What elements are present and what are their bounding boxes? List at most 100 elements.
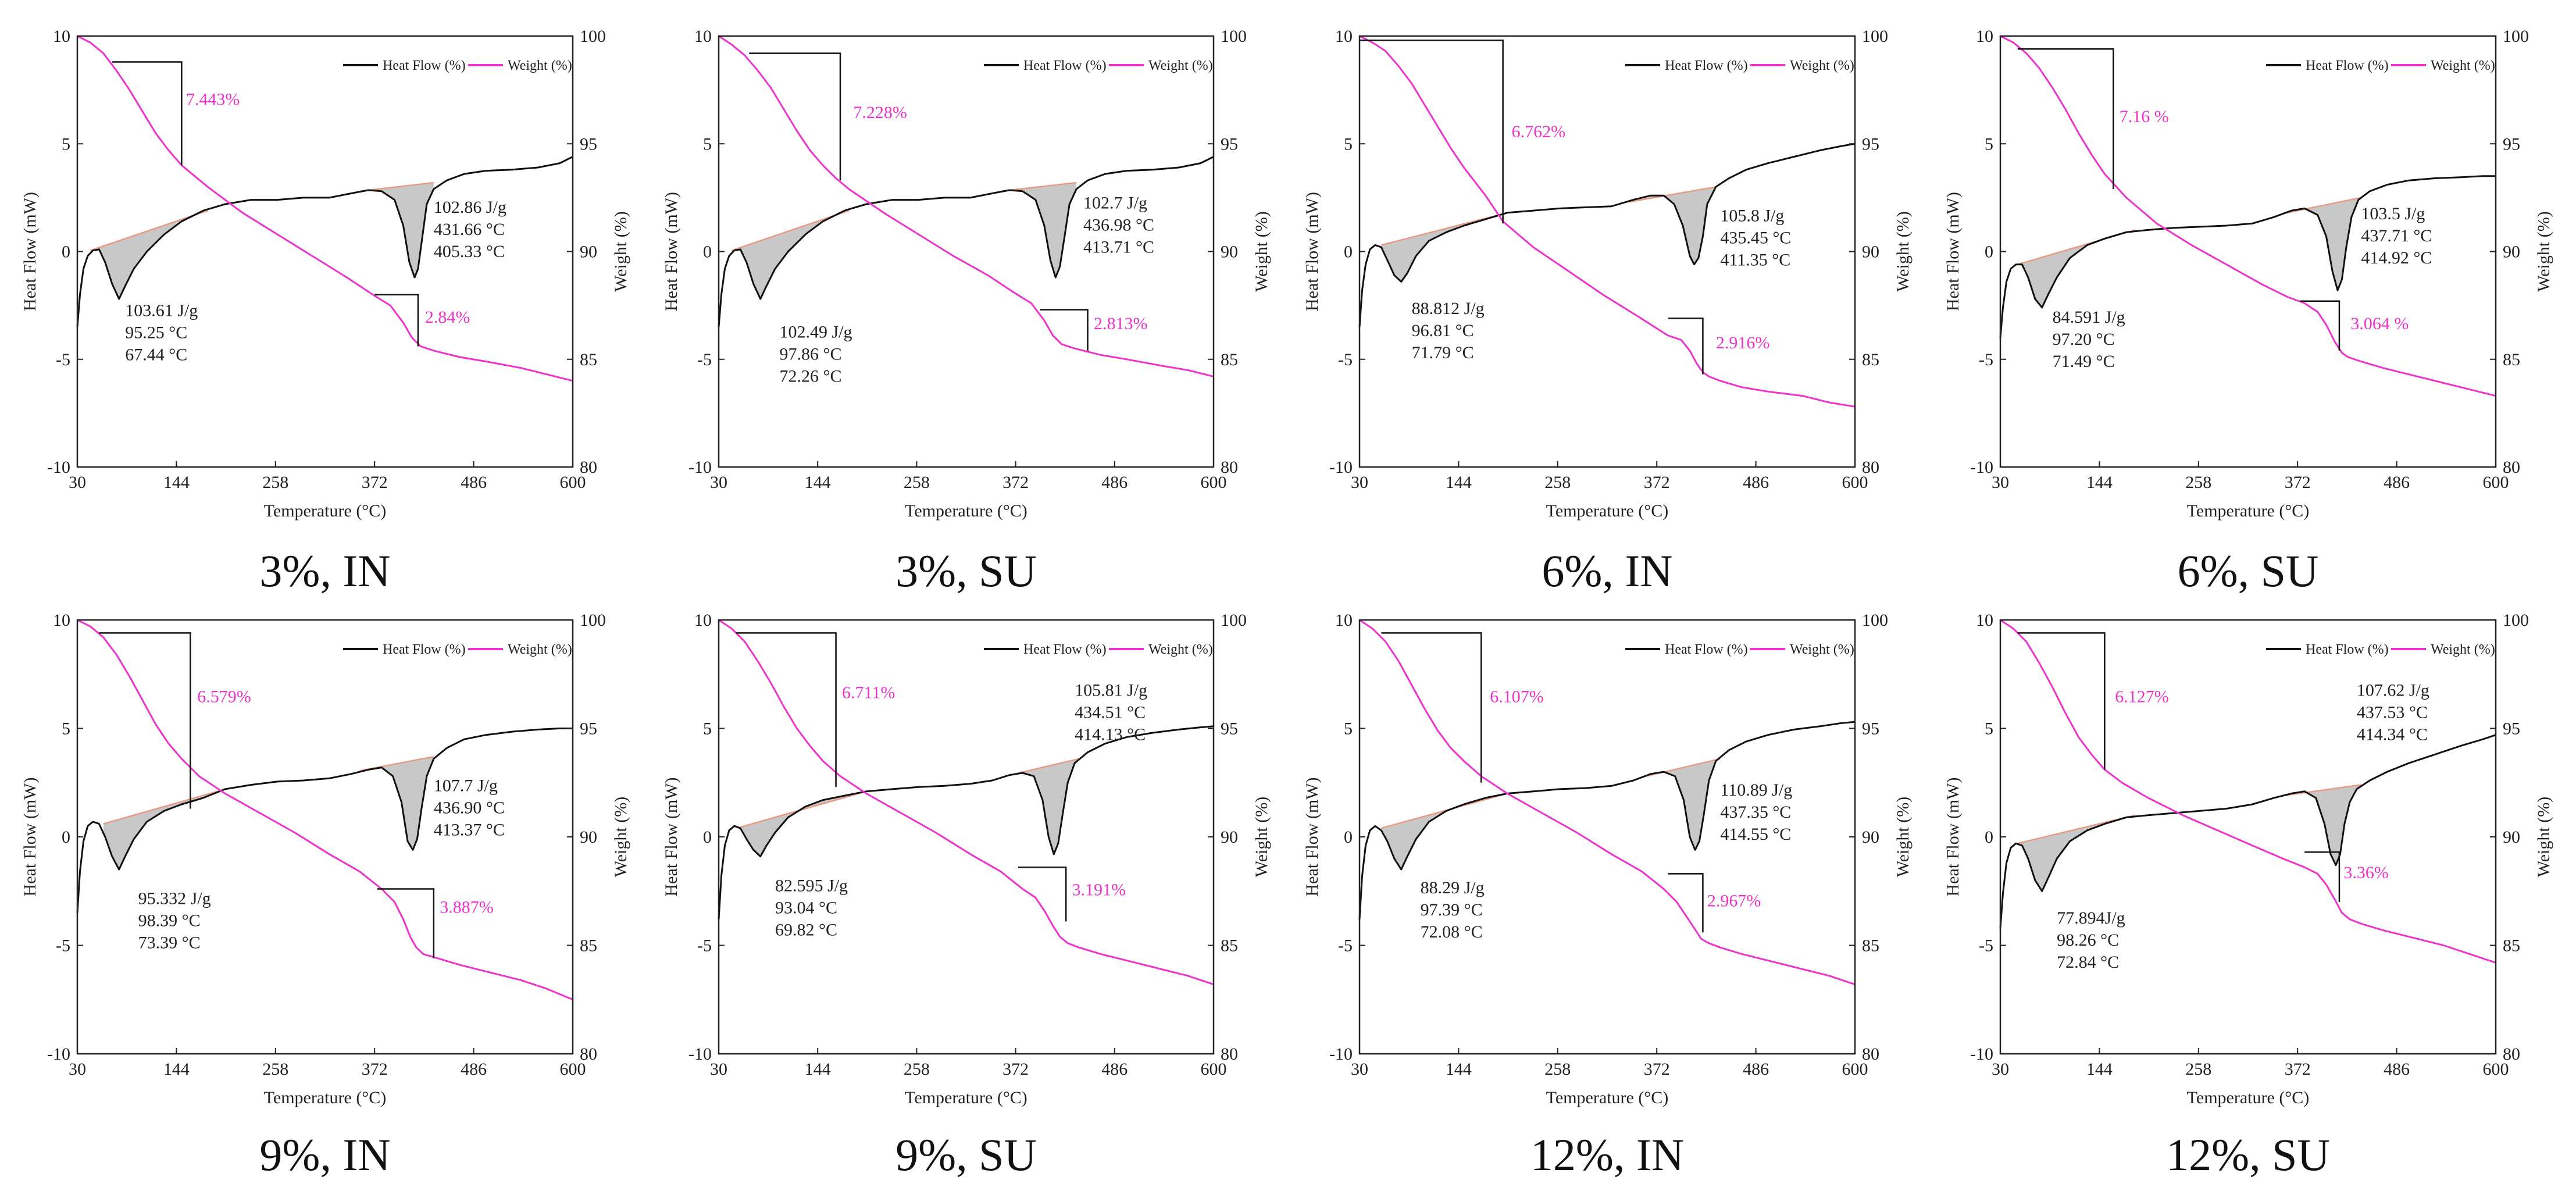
y-tick-label: 0 (1985, 828, 1993, 847)
decomposition-peak-annotation: 413.37 °C (434, 821, 505, 840)
evaporation-peak-annotation: 97.39 °C (1421, 900, 1483, 919)
decomposition-peak-annotation: 110.89 J/g (1720, 780, 1792, 800)
y2-tick-label: 95 (1862, 719, 1879, 739)
chart-panel: 6.762% 2.916% 30 144 258 372 486 600 -10 -5 0 5 10 80… (1303, 27, 1913, 596)
mass-loss-step-bracket (112, 61, 183, 166)
mass-loss-label: 7.443% (186, 90, 240, 109)
mass-loss-label: 2.916% (1716, 333, 1770, 352)
x-tick-label: 486 (1101, 473, 1128, 492)
y2-tick-label: 85 (1221, 936, 1238, 956)
y-tick-label: 10 (53, 27, 70, 46)
evaporation-peak-annotation: 88.812 J/g (1412, 299, 1485, 318)
weight-series-line (1359, 35, 1856, 408)
heat-flow-series-line (1999, 175, 2496, 338)
y2-tick-label: 90 (2503, 243, 2520, 262)
heat-flow-series-line (1358, 142, 1856, 327)
decomposition-peak-annotation: 103.5 J/g (2361, 204, 2425, 223)
y-tick-label: 5 (703, 719, 712, 739)
x-axis-label: Temperature (°C) (2187, 501, 2310, 521)
y2-tick-label: 80 (1862, 458, 1879, 477)
x-tick-label: 600 (560, 1060, 586, 1079)
y2-tick-label: 95 (1862, 134, 1879, 154)
y2-axis-label: Weight (%) (611, 797, 630, 877)
decomposition-peak-annotation: 414.34 °C (2357, 725, 2428, 744)
y2-tick-label: 80 (1221, 458, 1238, 477)
y2-tick-label: 80 (1862, 1045, 1879, 1064)
evaporation-peak-annotation: 97.20 °C (2053, 330, 2115, 349)
legend-label-heat: Heat Flow (%) (1023, 58, 1107, 73)
y2-tick-label: 100 (580, 611, 606, 630)
evaporation-peak-annotation: 82.595 J/g (775, 876, 848, 895)
mass-loss-step-bracket (2017, 632, 2106, 770)
y2-tick-label: 95 (1221, 134, 1238, 154)
decomposition-peak-annotation: 405.33 °C (434, 242, 505, 261)
mass-loss-step-bracket (1668, 873, 1704, 933)
mass-loss-label: 3.064 % (2350, 314, 2409, 333)
x-tick-label: 372 (2285, 1060, 2311, 1079)
y2-tick-label: 90 (580, 828, 597, 847)
mass-loss-label: 3.887% (440, 898, 494, 917)
mass-loss-label: 6.579% (197, 687, 251, 707)
y-axis-label: Heat Flow (mW) (20, 778, 40, 897)
evaporation-peak-annotation: 72.84 °C (2057, 953, 2119, 972)
y-tick-label: 10 (1976, 611, 1993, 630)
mass-loss-step-bracket (99, 632, 191, 809)
chart-panel: 6.107% 2.967% 30 144 258 372 486 600 -10 -5 0 5 10 80… (1303, 611, 1913, 1180)
legend-label-weight: Weight (%) (1148, 58, 1213, 73)
y2-tick-label: 80 (580, 458, 597, 477)
y2-tick-label: 85 (580, 936, 597, 956)
y2-axis-label: Weight (%) (1252, 211, 1271, 291)
x-axis-label: Temperature (°C) (264, 501, 387, 521)
x-tick-label: 144 (163, 473, 190, 492)
mass-loss-step-bracket (1040, 309, 1089, 351)
x-tick-label: 144 (163, 1060, 190, 1079)
mass-loss-step-bracket (2300, 300, 2340, 351)
mass-loss-label: 6.762% (1512, 122, 1566, 141)
peak-shaded-area (1629, 187, 1716, 265)
x-tick-label: 486 (461, 473, 487, 492)
y-tick-label: -10 (1329, 1045, 1353, 1064)
decomposition-peak-annotation: 107.7 J/g (434, 776, 498, 796)
y-tick-label: 0 (62, 828, 70, 847)
mass-loss-label: 6.107% (1490, 687, 1544, 707)
x-axis-label: Temperature (°C) (264, 1088, 387, 1107)
decomposition-peak-annotation: 436.98 °C (1083, 215, 1154, 234)
y2-tick-label: 95 (580, 719, 597, 739)
x-axis-label: Temperature (°C) (1546, 1088, 1669, 1107)
y2-tick-label: 95 (580, 134, 597, 154)
panel-caption: 9%, IN (259, 1129, 390, 1180)
mass-loss-step-bracket (2304, 851, 2340, 902)
x-tick-label: 372 (362, 1060, 388, 1079)
peak-shaded-area (1381, 212, 1508, 281)
panel-caption: 3%, IN (259, 546, 390, 596)
weight-series-line (77, 35, 573, 382)
legend-label-heat: Heat Flow (%) (1665, 642, 1748, 657)
baseline-line (103, 788, 226, 825)
y-tick-label: 10 (694, 27, 712, 46)
legend-label-heat: Heat Flow (%) (383, 642, 466, 657)
peak-shaded-area (359, 182, 434, 276)
y2-tick-label: 100 (1862, 27, 1888, 46)
x-tick-label: 258 (1544, 473, 1571, 492)
decomposition-peak-annotation: 102.7 J/g (1083, 193, 1147, 212)
decomposition-peak-annotation: 437.35 °C (1720, 803, 1791, 822)
y-tick-label: 10 (694, 611, 712, 630)
decomposition-peak-annotation: 107.62 J/g (2357, 681, 2429, 700)
evaporation-peak-annotation: 77.894J/g (2057, 908, 2125, 928)
x-tick-label: 30 (710, 1060, 727, 1079)
x-tick-label: 258 (1544, 1060, 1571, 1079)
weight-series-line (1359, 619, 1856, 986)
y2-tick-label: 80 (580, 1045, 597, 1064)
baseline-line (740, 790, 867, 828)
mass-loss-label: 7.16 % (2120, 107, 2169, 126)
legend-label-weight: Weight (%) (1790, 642, 1854, 657)
decomposition-peak-annotation: 434.51 °C (1075, 703, 1146, 722)
evaporation-peak-annotation: 71.49 °C (2053, 352, 2115, 371)
y2-tick-label: 90 (580, 243, 597, 262)
weight-series-line (718, 619, 1214, 986)
y-axis-label: Heat Flow (mW) (1303, 192, 1322, 311)
peak-shaded-area (90, 209, 208, 298)
chart-panel: 6.711% 3.191% 30 144 258 372 486 600 -10 -5 0 5 10 80… (662, 611, 1271, 1180)
x-tick-label: 144 (1446, 1060, 1472, 1079)
y-axis-label: Heat Flow (mW) (662, 778, 681, 897)
